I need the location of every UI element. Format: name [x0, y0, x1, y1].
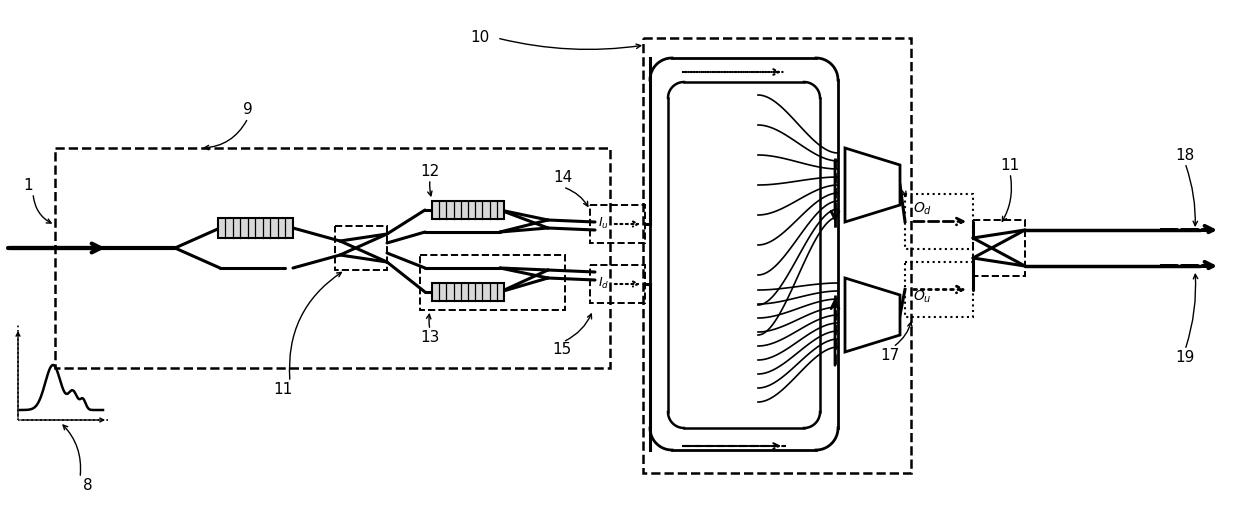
Bar	[644, 38, 911, 473]
Text: 13: 13	[420, 331, 440, 345]
Text: 17: 17	[880, 347, 900, 363]
Bar	[432, 283, 503, 301]
Text: 11: 11	[273, 382, 293, 397]
Text: 11: 11	[1001, 158, 1019, 172]
Bar	[590, 205, 645, 243]
Text: 8: 8	[83, 478, 93, 492]
Bar	[420, 255, 565, 310]
Bar	[55, 148, 610, 368]
Bar	[973, 220, 1025, 276]
Text: $I_d$: $I_d$	[598, 275, 609, 291]
Text: 14: 14	[553, 170, 573, 186]
Polygon shape	[844, 148, 900, 222]
Text: 18: 18	[1176, 148, 1194, 163]
Text: 12: 12	[420, 164, 440, 179]
Text: 10: 10	[470, 30, 490, 46]
Text: $O_u$: $O_u$	[913, 289, 931, 305]
Text: 19: 19	[1176, 350, 1194, 366]
Text: 15: 15	[552, 343, 572, 357]
Bar	[432, 201, 503, 219]
Text: 1: 1	[24, 177, 32, 193]
Text: $O_d$: $O_d$	[913, 201, 932, 217]
Bar	[905, 194, 973, 249]
Bar	[590, 265, 645, 303]
Polygon shape	[844, 278, 900, 352]
Bar	[335, 226, 387, 270]
Text: 9: 9	[243, 102, 253, 118]
Bar	[217, 218, 293, 238]
Text: 16: 16	[880, 167, 900, 183]
Text: $I_u$: $I_u$	[598, 215, 609, 231]
Bar	[905, 262, 973, 317]
